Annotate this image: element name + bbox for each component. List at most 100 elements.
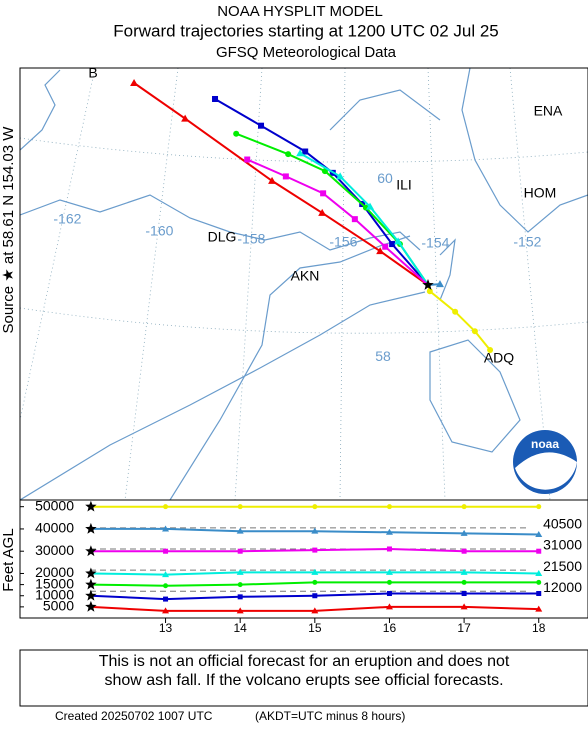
trajectory [246, 158, 429, 286]
logo-wave [515, 452, 577, 490]
coastline [461, 68, 588, 233]
marker [237, 582, 243, 588]
place-label: ENA [534, 103, 563, 119]
lon-label: -152 [513, 234, 541, 250]
map: -162 -160 -158 -156 -154 -152 60 58 B ENA ILI HOM DL… [20, 65, 588, 500]
reference-label: 31000 [543, 537, 582, 553]
reference-label: 12000 [543, 579, 582, 595]
marker [386, 591, 392, 597]
marker [535, 569, 543, 576]
marker [312, 579, 318, 585]
place-label: HOM [524, 185, 557, 201]
marker [336, 172, 345, 180]
graticule [20, 68, 96, 421]
marker [471, 328, 478, 335]
marker [460, 529, 468, 536]
marker [233, 130, 240, 137]
marker [163, 583, 169, 589]
x-tick-label: 16 [383, 621, 397, 635]
marker [237, 504, 243, 510]
y-tick-label: 20000 [35, 564, 74, 580]
source-star [85, 589, 97, 601]
marker [536, 579, 542, 585]
marker [311, 568, 319, 575]
x-tick-label: 17 [457, 621, 471, 635]
place-label: DLG [208, 229, 237, 245]
marker [285, 151, 292, 158]
y-tick-label: 10000 [35, 586, 74, 602]
marker [130, 78, 139, 86]
marker [312, 504, 318, 510]
source-star [422, 279, 434, 290]
notice: show ash fall. If the volcano erupts see… [104, 672, 503, 689]
graticule [234, 68, 263, 500]
source-star [85, 545, 97, 557]
marker [385, 603, 393, 610]
coastline [169, 235, 411, 500]
marker [318, 208, 327, 216]
source-star [85, 567, 97, 579]
marker [461, 579, 467, 585]
trajectory [235, 132, 429, 286]
y-tick-label: 30000 [35, 542, 74, 558]
logo-text: noaa [531, 437, 559, 451]
marker [386, 579, 392, 585]
x-tick-label: 15 [308, 621, 322, 635]
marker [162, 607, 170, 614]
y-tick-label: 5000 [43, 598, 74, 614]
place-label: ILI [396, 177, 412, 193]
coastline [429, 339, 521, 453]
marker [452, 308, 459, 315]
marker [426, 288, 433, 295]
marker [236, 568, 244, 575]
reference-label: 40500 [543, 516, 582, 532]
marker [385, 568, 393, 575]
marker [461, 504, 467, 510]
marker [385, 528, 393, 535]
marker [236, 607, 244, 614]
marker [162, 571, 170, 578]
lat-label: 60 [377, 170, 393, 186]
graticule [124, 68, 179, 500]
marker [382, 243, 389, 250]
graticule [509, 68, 551, 500]
marker [460, 603, 468, 610]
place-label: B [88, 65, 97, 81]
marker [536, 504, 542, 510]
place-label: AKN [291, 268, 320, 284]
marker [302, 148, 309, 155]
source-star [85, 500, 97, 512]
marker [296, 149, 305, 157]
marker [181, 114, 190, 122]
source-star [85, 600, 97, 612]
marker [435, 280, 444, 288]
y-tick-label: 15000 [35, 575, 74, 591]
marker [394, 237, 403, 245]
marker [311, 527, 319, 534]
source-star [85, 522, 97, 534]
marker [376, 247, 385, 255]
marker [487, 346, 494, 353]
marker [389, 241, 396, 248]
trajectory [133, 82, 429, 286]
height-panel [19, 499, 588, 619]
marker [536, 548, 542, 554]
x-tick-label: 13 [159, 621, 173, 635]
marker [351, 216, 358, 223]
marker [460, 568, 468, 575]
marker [461, 548, 467, 554]
graticule [20, 307, 588, 334]
x-tick-label: 18 [532, 621, 546, 635]
lon-label: -154 [421, 235, 449, 251]
marker [236, 527, 244, 534]
coastline [20, 291, 426, 500]
marker [258, 122, 265, 129]
notice: This is not an official forecast for an … [99, 653, 510, 670]
noaa-logo: noaa [513, 430, 577, 494]
marker [535, 605, 543, 612]
title: NOAA HYSPLIT MODEL [217, 3, 383, 20]
marker [312, 593, 318, 599]
created: Created 20250702 1007 UTC [55, 709, 213, 723]
marker [535, 531, 543, 538]
marker [163, 548, 169, 554]
